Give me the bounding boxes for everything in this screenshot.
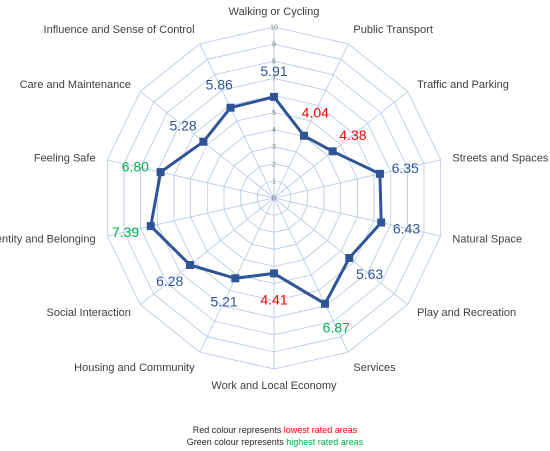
- data-marker: [300, 131, 308, 140]
- grid-spoke-9: [140, 197, 275, 305]
- category-label: Streets and Spaces: [452, 152, 549, 164]
- category-label: Feeling Safe: [34, 152, 96, 164]
- legend-line-highest: Green colour represents highest rated ar…: [0, 437, 550, 447]
- category-label: Influence and Sense of Control: [44, 24, 195, 36]
- category-label: Services: [353, 362, 396, 374]
- tick-label-2: 2: [272, 161, 276, 168]
- value-label: 5.21: [210, 294, 237, 310]
- data-marker: [231, 274, 240, 283]
- data-marker: [146, 222, 155, 231]
- data-marker: [156, 168, 165, 177]
- category-label: Social Interaction: [47, 307, 131, 319]
- value-label: 7.39: [112, 224, 139, 240]
- tick-label-3: 3: [272, 144, 276, 151]
- legend-lowest-prefix: Red colour represents: [192, 425, 284, 435]
- data-marker: [270, 92, 278, 101]
- grid-spoke-1: [273, 43, 349, 199]
- tick-label-0: 0: [272, 196, 276, 203]
- value-label: 6.28: [156, 273, 183, 289]
- tick-label-1: 1: [272, 178, 276, 185]
- value-label: 4.41: [260, 291, 287, 307]
- grid-spoke-3: [273, 159, 441, 199]
- grid-spoke-10: [107, 197, 275, 237]
- data-marker: [375, 169, 384, 178]
- tick-label-9: 9: [272, 42, 276, 49]
- tick-label-4: 4: [272, 127, 276, 134]
- category-label: Housing and Community: [74, 362, 195, 374]
- value-label: 5.91: [260, 63, 287, 79]
- value-label: 4.04: [302, 104, 329, 120]
- grid-spoke-2: [273, 91, 408, 199]
- category-label: Traffic and Parking: [417, 79, 509, 91]
- data-marker: [199, 137, 208, 146]
- value-label: 5.63: [356, 266, 383, 282]
- data-series: [146, 92, 386, 308]
- category-label: Care and Maintenance: [20, 79, 131, 91]
- radar-grid: [106, 26, 442, 370]
- data-marker: [226, 103, 235, 112]
- tick-label-8: 8: [272, 59, 276, 66]
- legend-line-lowest: Red colour represents lowest rated areas: [0, 425, 550, 435]
- value-label: 5.28: [169, 118, 196, 134]
- grid-spoke-6: [273, 197, 349, 353]
- tick-label-10: 10: [270, 25, 278, 32]
- tick-label-7: 7: [272, 76, 276, 83]
- grid-spoke-5: [273, 197, 408, 305]
- category-label: Identity and Belonging: [0, 234, 96, 246]
- value-label: 5.86: [206, 76, 233, 92]
- value-label: 6.87: [323, 319, 350, 335]
- data-marker: [345, 254, 354, 262]
- grid-spoke-11: [107, 159, 275, 199]
- data-marker: [186, 261, 194, 269]
- grid-spoke-13: [199, 43, 275, 199]
- value-label: 6.80: [122, 158, 149, 174]
- tick-label-5: 5: [272, 110, 276, 117]
- value-label: 6.35: [392, 160, 419, 176]
- category-label: Natural Space: [452, 234, 522, 246]
- legend-highest-prefix: Green colour represents: [186, 437, 287, 447]
- category-label: Play and Recreation: [417, 307, 516, 319]
- value-labels: 5.91 4.04 4.38 6.35 6.43 5.63 6.87 4.41 5.21 6.28…: [112, 63, 420, 335]
- data-marker: [270, 269, 278, 278]
- category-labels: Walking or Cycling Public Transport Traffi…: [0, 6, 549, 392]
- legend-highest-highlight: highest rated areas: [286, 437, 364, 447]
- data-marker: [328, 147, 337, 156]
- data-marker: [321, 299, 329, 308]
- category-label: Walking or Cycling: [229, 6, 320, 18]
- category-label: Public Transport: [353, 24, 432, 36]
- legend-lowest-highlight: lowest rated areas: [283, 425, 358, 435]
- data-marker: [377, 218, 386, 227]
- value-label: 6.43: [393, 220, 420, 236]
- value-label: 4.38: [339, 127, 366, 143]
- category-label: Work and Local Economy: [211, 380, 337, 392]
- grid-spoke-4: [273, 197, 441, 237]
